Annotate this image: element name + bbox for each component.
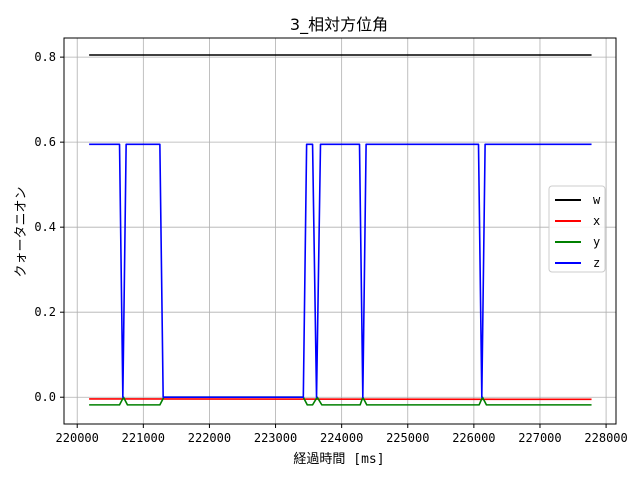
y-axis-label: クォータニオン	[14, 186, 29, 277]
y-tick-label: 0.0	[34, 390, 56, 404]
chart-title: 3_相対方位角	[290, 15, 388, 35]
x-tick-label: 228000	[584, 431, 627, 445]
series-line-z	[89, 143, 592, 399]
series-line-y	[89, 396, 592, 406]
x-tick-label: 225000	[386, 431, 429, 445]
x-tick-label: 222000	[188, 431, 231, 445]
x-tick-label: 220000	[56, 431, 99, 445]
legend-label-y: y	[593, 235, 600, 249]
legend-label-w: w	[593, 193, 601, 207]
y-tick-label: 0.6	[34, 135, 56, 149]
x-tick-label: 223000	[254, 431, 297, 445]
y-tick-label: 0.4	[34, 220, 56, 234]
legend-label-x: x	[593, 214, 600, 228]
tick-layer: 220000 221000 222000 223000 224000 225000 2260…	[34, 50, 627, 445]
y-tick-label: 0.2	[34, 305, 56, 319]
grid-layer	[64, 38, 616, 424]
x-tick-label: 227000	[518, 431, 561, 445]
x-tick-label: 224000	[320, 431, 363, 445]
series-layer	[89, 54, 592, 406]
x-tick-label: 221000	[122, 431, 165, 445]
y-tick-label: 0.8	[34, 50, 56, 64]
legend-box	[548, 185, 606, 273]
legend-label-z: z	[593, 256, 600, 270]
x-axis-label: 経過時間 [ms]	[293, 452, 384, 467]
x-tick-label: 226000	[452, 431, 495, 445]
plot-frame	[63, 37, 617, 425]
